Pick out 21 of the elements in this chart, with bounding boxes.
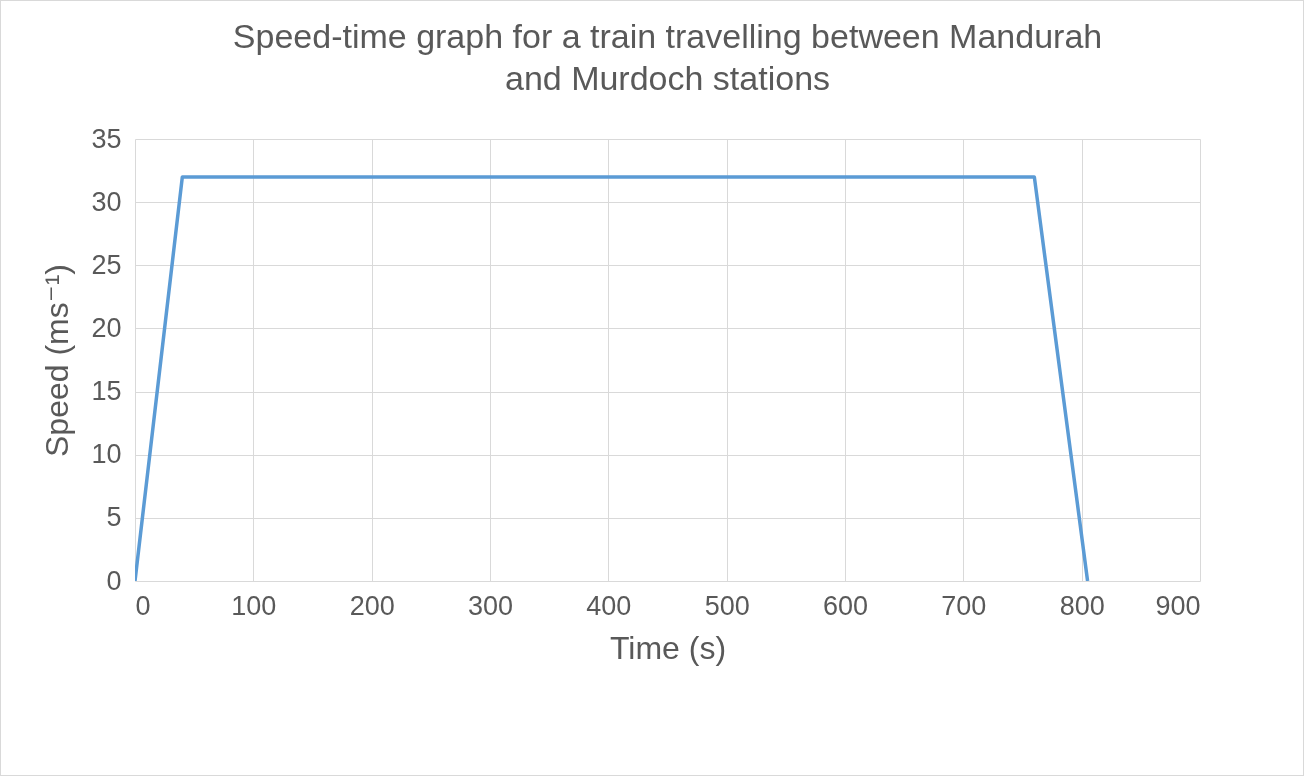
y-tick-label: 35 (91, 123, 122, 154)
x-tick-label: 800 (1059, 590, 1105, 621)
chart-title: Speed-time graph for a train travelling between Mandurah and Murdoch stations (232, 17, 1103, 97)
y-tick-label: 0 (106, 565, 122, 596)
x-tick-label: 900 (1155, 590, 1201, 621)
x-tick-label: 300 (467, 590, 514, 621)
x-tick-label: 100 (231, 590, 277, 621)
x-tick-label: 200 (349, 590, 395, 621)
y-tick-label: 10 (91, 439, 122, 470)
y-axis-title: Speed (ms⁻¹) (39, 264, 76, 457)
y-tick-label: 15 (91, 376, 122, 407)
y-tick-label: 30 (91, 186, 122, 217)
x-axis-title: Time (s) (609, 629, 727, 666)
y-tick-label: 5 (106, 502, 122, 533)
x-tick-label: 700 (941, 590, 987, 621)
y-tick-label: 20 (91, 312, 122, 343)
x-tick-label: 500 (704, 590, 750, 621)
y-tick-label: 25 (91, 249, 122, 280)
x-tick-label: 400 (586, 590, 632, 621)
x-tick-label: 0 (135, 590, 151, 621)
x-tick-label: 600 (822, 590, 869, 621)
